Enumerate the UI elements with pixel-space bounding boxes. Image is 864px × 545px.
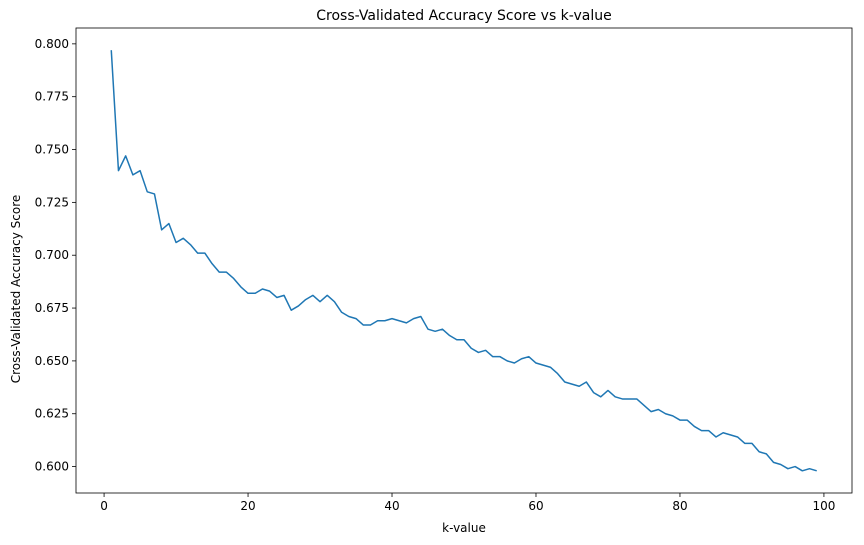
y-tick-label: 0.600 xyxy=(35,460,69,474)
y-tick-label: 0.775 xyxy=(35,90,69,104)
y-tick-label: 0.650 xyxy=(35,354,69,368)
x-tick-label: 40 xyxy=(384,499,399,513)
y-tick-label: 0.700 xyxy=(35,248,69,262)
y-tick-label: 0.725 xyxy=(35,195,69,209)
axes-frame xyxy=(75,27,853,494)
x-tick-label: 80 xyxy=(672,499,687,513)
x-tick-label: 60 xyxy=(528,499,543,513)
y-axis-label: Cross-Validated Accuracy Score xyxy=(9,195,23,384)
series-line-1 xyxy=(110,50,817,472)
y-tick-label: 0.625 xyxy=(35,407,69,421)
y-tick-label: 0.750 xyxy=(35,143,69,157)
x-tick-label: 20 xyxy=(240,499,255,513)
x-axis-label: k-value xyxy=(442,521,486,535)
y-tick-label: 0.675 xyxy=(35,301,69,315)
y-axis: 0.600 0.625 0.650 0.675 0.700 0.725 0.750 0.775… xyxy=(35,37,76,474)
plot-area xyxy=(110,50,817,472)
x-tick-label: 100 xyxy=(812,499,835,513)
x-axis: 0 20 40 60 80 100 xyxy=(100,493,835,513)
x-tick-label: 0 xyxy=(100,499,108,513)
y-tick-label: 0.800 xyxy=(35,37,69,51)
chart-title: Cross-Validated Accuracy Score vs k-valu… xyxy=(316,8,611,24)
